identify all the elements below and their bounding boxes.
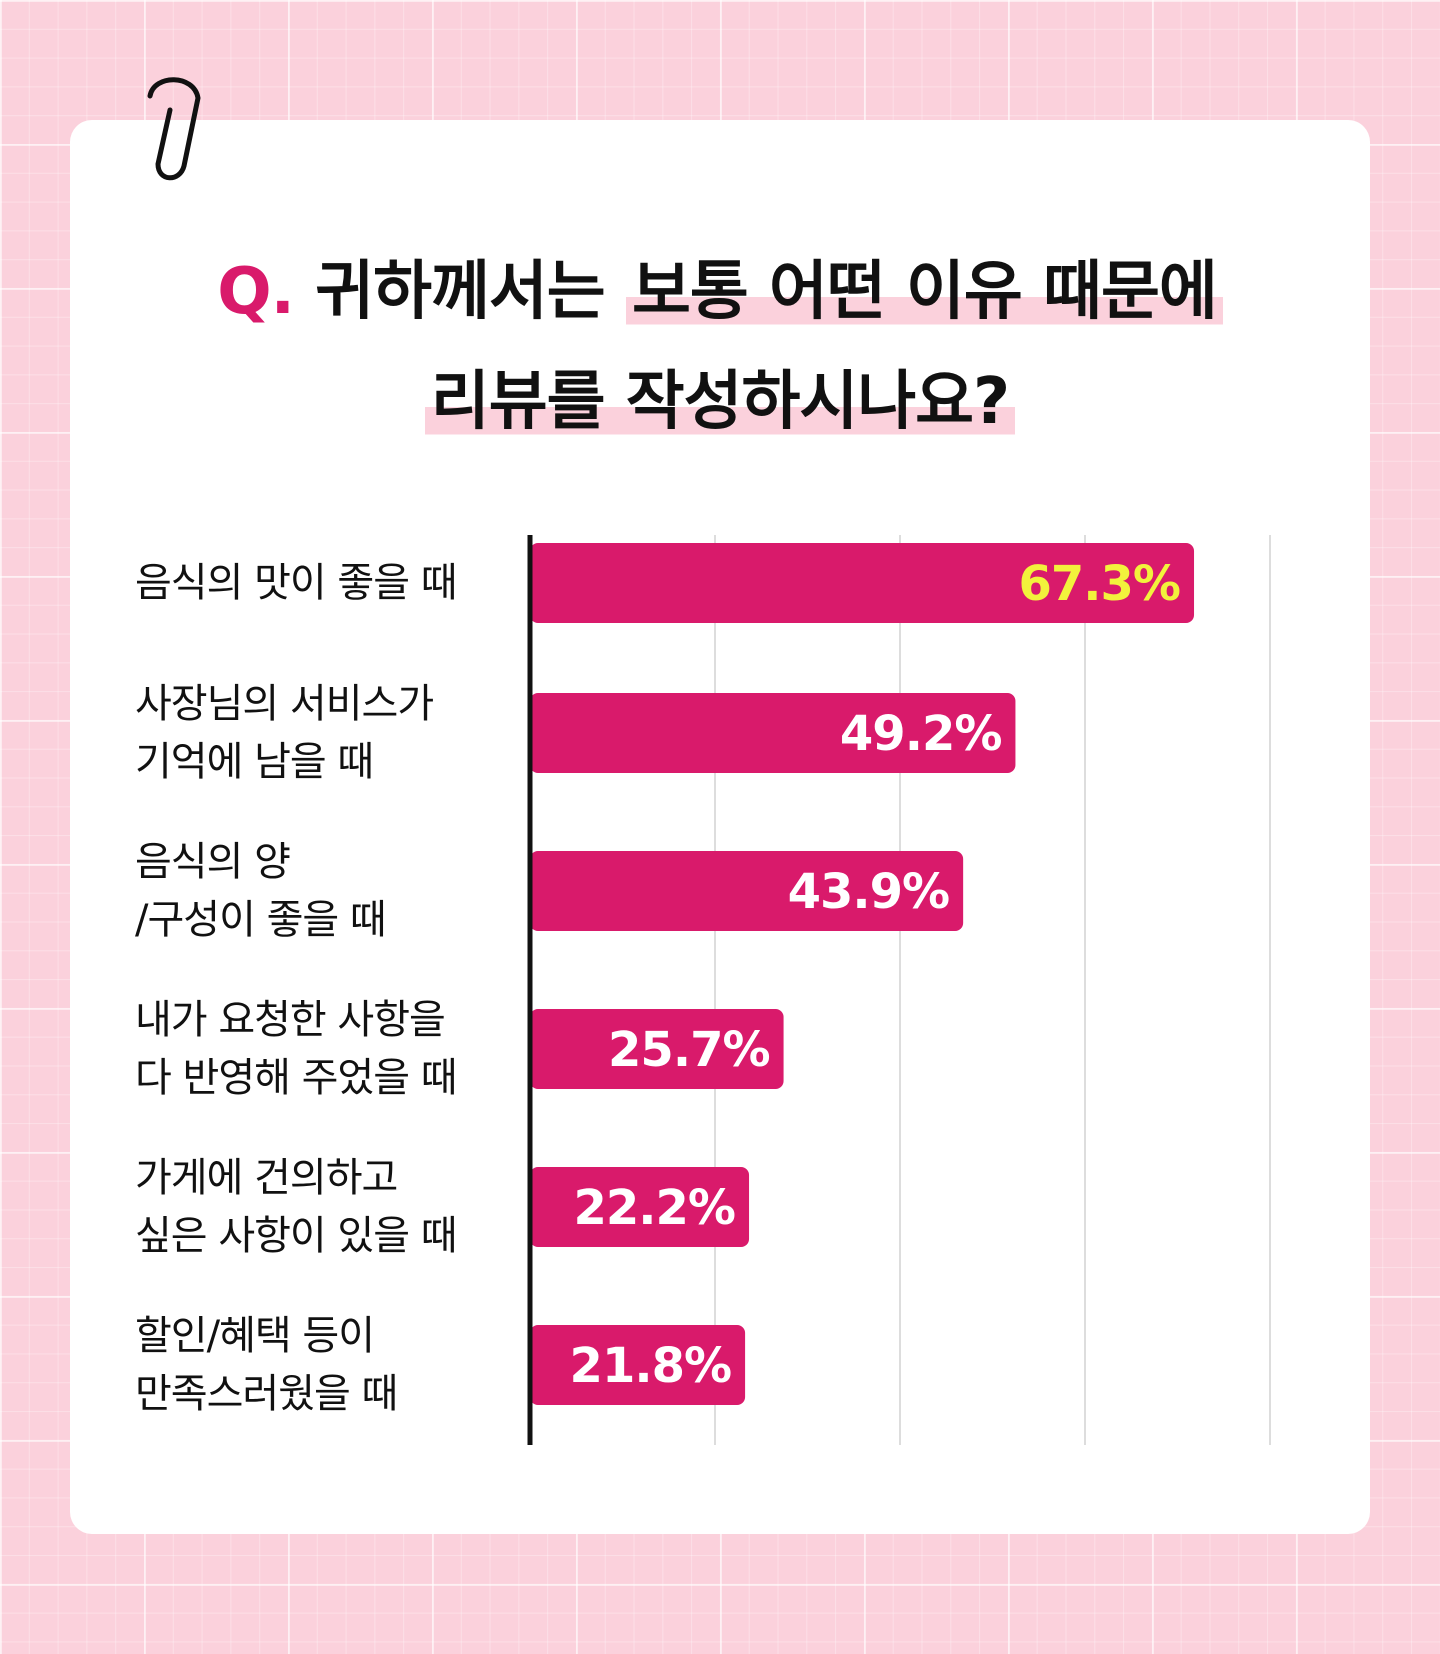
- bar-4: [530, 1009, 784, 1089]
- question-mark-label: Q.: [217, 255, 295, 329]
- value-label-2: 49.2%: [840, 706, 1002, 762]
- bar-3: [530, 851, 964, 931]
- category-label-line: 기억에 남을 때: [135, 739, 374, 785]
- category-label-line: 음식의 양: [135, 839, 291, 885]
- category-label-line: 사장님의 서비스가: [135, 681, 434, 727]
- category-label-1: 음식의 맛이 좋을 때: [135, 554, 525, 612]
- category-label-line: 싶은 사항이 있을 때: [135, 1213, 458, 1259]
- value-label-5: 22.2%: [574, 1180, 736, 1236]
- category-label-line: 다 반영해 주었을 때: [135, 1055, 458, 1101]
- title-plain-text: 귀하께서는: [315, 255, 605, 329]
- category-label-line: 가게에 건의하고: [135, 1155, 398, 1201]
- category-label-line: /구성이 좋을 때: [135, 897, 387, 943]
- category-label-line: 음식의 맛이 좋을 때: [135, 560, 458, 606]
- category-label-3: 음식의 양/구성이 좋을 때: [135, 833, 525, 949]
- bar-6: [530, 1325, 746, 1405]
- question-title-line1: Q. 귀하께서는 보통 어떤 이유 때문에: [0, 240, 1440, 332]
- value-label-4: 25.7%: [608, 1022, 770, 1078]
- title-highlight-2: 리뷰를 작성하시나요?: [424, 350, 1016, 442]
- bar-2: [530, 693, 1016, 773]
- value-label-1: 67.3%: [1018, 556, 1180, 612]
- bar-5: [530, 1167, 750, 1247]
- category-label-line: 만족스러웠을 때: [135, 1371, 398, 1417]
- category-label-line: 할인/혜택 등이: [135, 1313, 375, 1359]
- bar-1: [530, 543, 1195, 623]
- value-label-6: 21.8%: [570, 1338, 732, 1394]
- title-highlight-1: 보통 어떤 이유 때문에: [625, 240, 1223, 332]
- value-label-3: 43.9%: [788, 864, 950, 920]
- paperclip-icon: [147, 77, 201, 181]
- question-title-line2: 리뷰를 작성하시나요?: [0, 350, 1440, 442]
- category-label-line: 내가 요청한 사항을: [135, 997, 446, 1043]
